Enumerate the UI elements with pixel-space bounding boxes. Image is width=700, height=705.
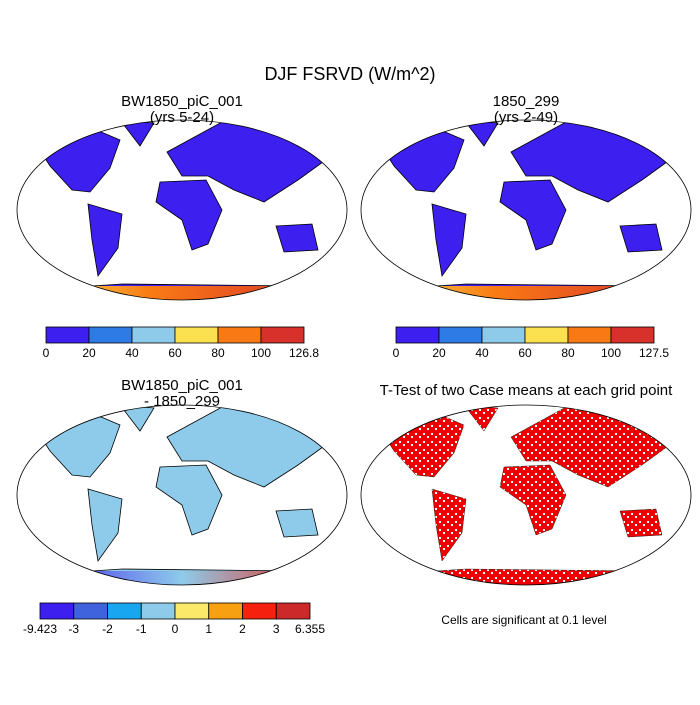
colorbar-label: -9.423	[23, 622, 57, 636]
colorbar-box	[39, 602, 75, 620]
colorbar-box	[88, 326, 133, 344]
colorbar-label: 40	[475, 346, 489, 360]
colorbar-box	[208, 602, 243, 620]
panel-title: - 1850_299	[144, 393, 220, 410]
map-panel	[360, 404, 692, 586]
colorbar-box	[610, 326, 655, 344]
colorbar-box	[217, 326, 262, 344]
panel-title: 1850_299	[493, 93, 560, 110]
colorbar-label: -3	[68, 622, 79, 636]
colorbar-label: 40	[125, 346, 139, 360]
colorbar-label: 60	[168, 346, 182, 360]
colorbar-box	[107, 602, 142, 620]
map-panel	[360, 119, 692, 301]
colorbar-box	[260, 326, 305, 344]
colorbar-box	[73, 602, 108, 620]
colorbar-box	[242, 602, 277, 620]
colorbar-label: 2	[239, 622, 246, 636]
colorbar-label: -1	[136, 622, 147, 636]
colorbar-box	[174, 602, 210, 620]
colorbar-label: 80	[211, 346, 225, 360]
colorbar-box	[395, 326, 440, 344]
panel-title: BW1850_piC_001	[121, 93, 243, 110]
panel-title: (yrs 2-49)	[494, 109, 558, 126]
colorbar-label: 20	[432, 346, 446, 360]
colorbar-box	[45, 326, 90, 344]
colorbar-label: 80	[561, 346, 575, 360]
colorbar-box	[481, 326, 526, 344]
colorbar-box	[275, 602, 311, 620]
map-panel	[16, 404, 348, 586]
colorbar-box	[438, 326, 483, 344]
colorbar-label: 100	[601, 346, 621, 360]
colorbar-box	[140, 602, 176, 620]
colorbar-box	[131, 326, 176, 344]
colorbar-label: 126.8	[289, 346, 319, 360]
panel-title: BW1850_piC_001	[121, 377, 243, 394]
footnote: Cells are significant at 0.1 level	[441, 613, 606, 627]
colorbar-label: 60	[518, 346, 532, 360]
colorbar-box	[524, 326, 569, 344]
figure-title: DJF FSRVD (W/m^2)	[264, 64, 435, 84]
colorbar-label: -2	[102, 622, 113, 636]
colorbar-label: 0	[172, 622, 179, 636]
panel-title: (yrs 5-24)	[150, 109, 214, 126]
colorbar-label: 0	[393, 346, 400, 360]
colorbar-label: 0	[43, 346, 50, 360]
colorbar-label: 6.355	[295, 622, 325, 636]
colorbar-label: 127.5	[639, 346, 669, 360]
colorbar-label: 100	[251, 346, 271, 360]
colorbar-label: 3	[273, 622, 280, 636]
colorbar-box	[567, 326, 612, 344]
colorbar-label: 1	[205, 622, 212, 636]
colorbar-box	[174, 326, 219, 344]
map-panel	[16, 119, 348, 301]
panel-title: T-Test of two Case means at each grid po…	[380, 382, 673, 399]
colorbar-label: 20	[82, 346, 96, 360]
